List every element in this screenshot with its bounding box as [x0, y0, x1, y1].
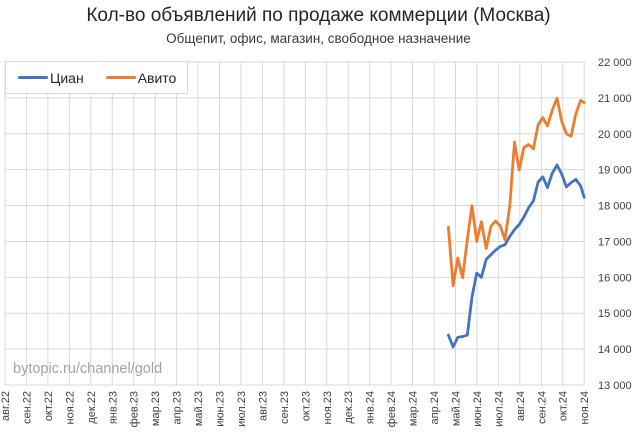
x-tick-label: июн.24	[472, 391, 484, 427]
x-tick-label: окт.22	[43, 391, 55, 421]
x-tick-label: сен.24	[536, 391, 548, 424]
series-line-cian	[446, 163, 586, 349]
y-tick-label: 22 000	[598, 57, 632, 69]
x-tick-label: ноя.22	[64, 391, 76, 424]
y-tick-label: 14 000	[598, 344, 632, 356]
x-tick-label: окт.24	[558, 391, 570, 421]
x-tick-label: июл.24	[493, 391, 505, 427]
x-tick-label: июл.23	[236, 391, 248, 427]
x-tick-label: авг.23	[257, 391, 269, 421]
chart-title: Кол-во объявлений по продаже коммерции (…	[86, 5, 551, 26]
y-tick-label: 13 000	[598, 380, 632, 392]
y-tick-label: 18 000	[598, 201, 632, 213]
y-tick-label: 16 000	[598, 272, 632, 284]
avito-line-swatch	[105, 75, 136, 80]
x-tick-label: фев.24	[386, 391, 398, 427]
chart-subtitle: Общепит, офис, магазин, свободное назнач…	[166, 31, 471, 46]
x-tick-label: апр.23	[172, 391, 184, 424]
legend: Циан Авито	[5, 61, 188, 94]
series-line-avito	[446, 96, 586, 288]
legend-label-avito: Авито	[137, 69, 177, 86]
legend-item-cian: Циан	[18, 71, 84, 85]
x-tick-label: фев.23	[129, 391, 141, 427]
x-tick-label: май.24	[450, 391, 462, 426]
x-tick-label: авг.22	[0, 391, 12, 421]
x-tick-label: мар.24	[408, 391, 420, 426]
x-tick-label: дек.22	[86, 391, 98, 424]
y-tick-label: 19 000	[598, 165, 632, 177]
x-tick-label: дек.23	[343, 391, 355, 424]
x-tick-label: ноя.24	[579, 391, 591, 424]
x-tick-label: сен.22	[21, 391, 33, 424]
legend-label-cian: Циан	[50, 69, 84, 86]
x-tick-label: июн.23	[215, 391, 227, 427]
legend-item-avito: Авито	[105, 69, 177, 86]
watermark: bytopic.ru/channel/gold	[13, 361, 163, 377]
x-tick-label: сен.23	[279, 391, 291, 424]
x-tick-label: ноя.23	[322, 391, 334, 424]
y-tick-label: 17 000	[598, 236, 632, 248]
x-tick-label: янв.23	[107, 391, 119, 424]
y-tick-label: 15 000	[598, 308, 632, 320]
cian-line-swatch	[18, 75, 48, 80]
y-tick-label: 21 000	[598, 93, 632, 105]
x-tick-label: мар.23	[150, 391, 162, 426]
x-tick-label: авг.24	[515, 391, 527, 421]
y-tick-label: 20 000	[598, 129, 632, 141]
x-tick-label: май.23	[193, 391, 205, 426]
x-tick-label: апр.24	[429, 391, 441, 424]
x-tick-label: янв.24	[365, 391, 377, 424]
x-tick-label: окт.23	[300, 391, 312, 421]
